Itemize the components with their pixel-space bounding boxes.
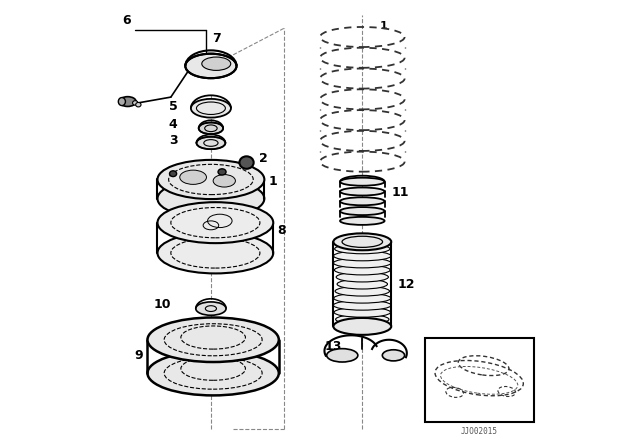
Text: 1: 1 bbox=[380, 22, 388, 31]
Bar bbox=[424, 337, 534, 422]
Ellipse shape bbox=[157, 202, 273, 243]
Ellipse shape bbox=[333, 293, 391, 303]
Ellipse shape bbox=[218, 169, 226, 175]
Ellipse shape bbox=[340, 178, 385, 186]
Ellipse shape bbox=[202, 57, 231, 70]
Text: 7: 7 bbox=[212, 31, 221, 44]
Ellipse shape bbox=[334, 307, 390, 317]
Text: 12: 12 bbox=[398, 278, 415, 291]
Ellipse shape bbox=[191, 99, 231, 117]
Ellipse shape bbox=[338, 322, 387, 332]
Text: 9: 9 bbox=[134, 349, 143, 362]
Text: 3: 3 bbox=[169, 134, 177, 147]
Text: 1: 1 bbox=[269, 175, 278, 188]
Ellipse shape bbox=[180, 170, 207, 185]
Ellipse shape bbox=[239, 156, 253, 169]
Ellipse shape bbox=[335, 314, 389, 324]
Ellipse shape bbox=[340, 207, 385, 215]
Ellipse shape bbox=[147, 318, 279, 362]
Ellipse shape bbox=[337, 279, 387, 289]
Ellipse shape bbox=[118, 98, 125, 106]
Ellipse shape bbox=[340, 217, 385, 225]
Ellipse shape bbox=[119, 97, 136, 107]
Text: 10: 10 bbox=[154, 297, 171, 310]
Ellipse shape bbox=[136, 103, 141, 107]
Ellipse shape bbox=[333, 251, 391, 261]
Ellipse shape bbox=[333, 300, 391, 310]
Ellipse shape bbox=[196, 137, 225, 149]
Ellipse shape bbox=[335, 286, 390, 296]
Ellipse shape bbox=[198, 122, 223, 134]
Ellipse shape bbox=[333, 318, 391, 335]
Ellipse shape bbox=[170, 171, 177, 177]
Ellipse shape bbox=[196, 302, 226, 315]
Ellipse shape bbox=[147, 351, 279, 396]
Ellipse shape bbox=[333, 233, 391, 250]
Ellipse shape bbox=[335, 244, 390, 254]
Ellipse shape bbox=[186, 54, 237, 78]
Text: 13: 13 bbox=[324, 340, 342, 353]
Ellipse shape bbox=[326, 349, 358, 362]
Ellipse shape bbox=[382, 350, 404, 361]
Text: 8: 8 bbox=[278, 224, 286, 237]
Ellipse shape bbox=[157, 233, 273, 273]
Ellipse shape bbox=[157, 179, 264, 218]
Ellipse shape bbox=[336, 272, 388, 282]
Ellipse shape bbox=[132, 101, 138, 105]
Text: 2: 2 bbox=[259, 151, 268, 164]
Ellipse shape bbox=[157, 160, 264, 199]
Text: JJO02015: JJO02015 bbox=[461, 427, 498, 436]
Ellipse shape bbox=[333, 258, 391, 268]
Ellipse shape bbox=[337, 237, 388, 247]
Text: 11: 11 bbox=[391, 186, 409, 199]
Ellipse shape bbox=[340, 188, 385, 195]
Text: 6: 6 bbox=[122, 14, 131, 27]
Text: 5: 5 bbox=[169, 99, 177, 112]
Ellipse shape bbox=[213, 175, 236, 187]
Text: 4: 4 bbox=[169, 118, 177, 131]
Ellipse shape bbox=[340, 197, 385, 205]
Ellipse shape bbox=[335, 265, 390, 275]
